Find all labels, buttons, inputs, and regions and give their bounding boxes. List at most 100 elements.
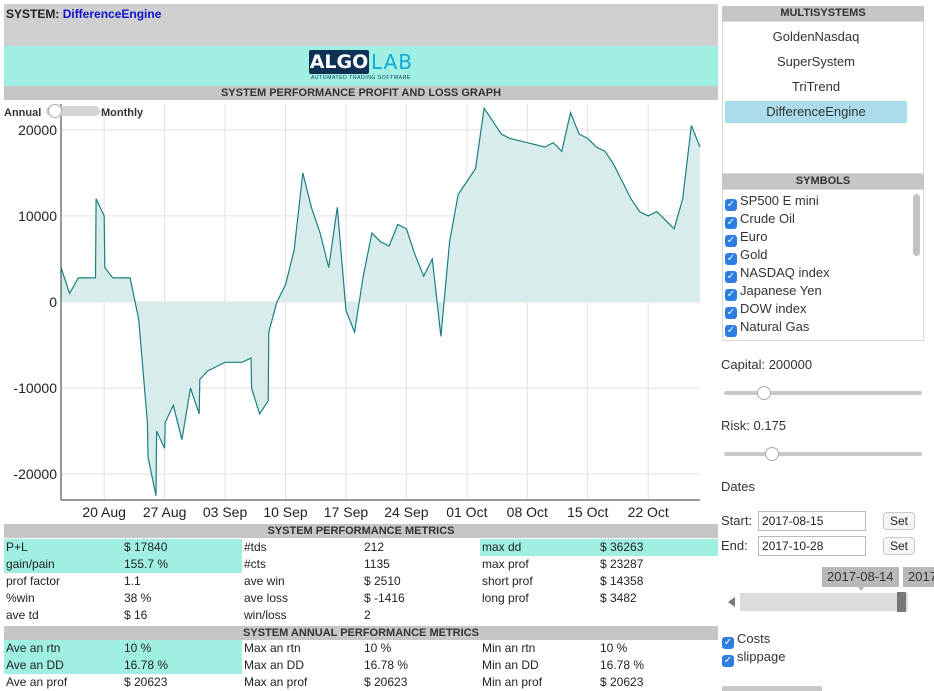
metric-value: 16.78 % bbox=[600, 658, 645, 672]
metric-value: $ 23287 bbox=[600, 557, 644, 571]
x-tick-label: 17 Sep bbox=[324, 504, 369, 520]
toggle-annual-label: Annual bbox=[4, 107, 42, 119]
x-tick-label: 24 Sep bbox=[384, 504, 429, 520]
metric-value: $ 20623 bbox=[124, 675, 168, 689]
start-date-input[interactable]: 2017-08-15 bbox=[758, 511, 866, 531]
symbol-item[interactable]: ✓ Crude Oil bbox=[725, 210, 795, 229]
risk-slider-knob[interactable] bbox=[764, 447, 779, 461]
date-range-slider[interactable] bbox=[740, 593, 908, 611]
metrics-row: prof factor 1.1 ave win $ 2510 short prof $ 1… bbox=[4, 573, 718, 590]
slippage-checkbox[interactable]: ✓ bbox=[722, 655, 734, 667]
x-tick-label: 15 Oct bbox=[567, 504, 608, 520]
range-from-pointer bbox=[856, 585, 866, 591]
symbol-checkbox[interactable]: ✓ bbox=[725, 253, 737, 265]
annual-metrics-header: SYSTEM ANNUAL PERFORMANCE METRICS bbox=[4, 626, 718, 640]
logo-band: ALGO LAB AUTOMATED TRADING SOFTWARE bbox=[4, 46, 718, 86]
metric-value: 155.7 % bbox=[122, 556, 242, 573]
metric-value: 212 bbox=[364, 540, 385, 554]
x-tick-label: 01 Oct bbox=[446, 504, 487, 520]
slippage-option[interactable]: ✓ slippage bbox=[722, 649, 785, 667]
metric-label: P+L bbox=[4, 539, 122, 556]
metric-label: gain/pain bbox=[4, 556, 122, 573]
toggle-monthly-label: Monthly bbox=[101, 107, 144, 119]
x-tick-label: 08 Oct bbox=[507, 504, 548, 520]
range-scroll-left-icon[interactable] bbox=[728, 597, 735, 607]
date-range-handle[interactable] bbox=[897, 592, 906, 612]
symbol-item[interactable]: ✓ Euro bbox=[725, 228, 768, 247]
metric-label: win/loss bbox=[244, 608, 287, 622]
multisystem-item[interactable]: DifferenceEngine bbox=[725, 101, 907, 123]
symbol-checkbox[interactable]: ✓ bbox=[725, 325, 737, 337]
capital-slider[interactable] bbox=[724, 391, 922, 395]
metric-label: prof factor bbox=[6, 574, 61, 588]
symbol-checkbox[interactable]: ✓ bbox=[725, 199, 737, 211]
metric-label: Min an prof bbox=[482, 675, 543, 689]
metric-value: 10 % bbox=[600, 641, 628, 655]
metric-label: long prof bbox=[482, 591, 529, 605]
capital-slider-knob[interactable] bbox=[756, 386, 771, 400]
end-date-input[interactable]: 2017-10-28 bbox=[758, 536, 866, 556]
symbol-item[interactable]: ✓ Gold bbox=[725, 246, 768, 265]
period-toggle-knob[interactable] bbox=[48, 104, 62, 118]
metric-label: ave loss bbox=[244, 591, 289, 605]
y-tick-label: 0 bbox=[49, 294, 57, 310]
set-start-button[interactable]: Set bbox=[883, 512, 915, 530]
symbols-list: ✓ SP500 E mini ✓ Crude Oil ✓ Euro ✓ Gold ✓ NASDAQ… bbox=[722, 189, 924, 341]
metric-value bbox=[598, 607, 718, 624]
symbol-label: Euro bbox=[740, 229, 768, 244]
multisystems-header: MULTISYSTEMS bbox=[722, 6, 924, 21]
y-tick-label: 10000 bbox=[18, 208, 57, 224]
period-toggle-row: Annual Monthly bbox=[4, 104, 204, 122]
x-tick-label: 20 Aug bbox=[82, 504, 126, 520]
symbols-scrollbar[interactable] bbox=[913, 194, 920, 256]
metric-value: $ 17840 bbox=[122, 539, 242, 556]
metric-value: $ 20623 bbox=[364, 675, 408, 689]
system-bar: SYSTEM: DifferenceEngine bbox=[4, 4, 718, 46]
costs-label: Costs bbox=[737, 631, 771, 646]
metric-value: 16.78 % bbox=[122, 657, 242, 674]
multisystem-item[interactable]: GoldenNasdaq bbox=[772, 29, 860, 44]
graph-header: SYSTEM PERFORMANCE PROFIT AND LOSS GRAPH bbox=[4, 86, 718, 100]
period-toggle-switch[interactable] bbox=[46, 106, 100, 116]
y-tick-label: -10000 bbox=[13, 380, 57, 396]
metric-label: Ave an rtn bbox=[4, 640, 122, 657]
symbol-checkbox[interactable]: ✓ bbox=[725, 235, 737, 247]
costs-option[interactable]: ✓ Costs bbox=[722, 631, 770, 649]
logo-lab: LAB bbox=[371, 50, 414, 74]
metric-label: short prof bbox=[482, 574, 533, 588]
symbol-item[interactable]: ✓ NASDAQ index bbox=[725, 264, 830, 283]
symbol-item[interactable]: ✓ Japanese Yen bbox=[725, 282, 822, 301]
metrics-row: Ave an rtn 10 % Max an rtn 10 % Min an rtn 10… bbox=[4, 640, 718, 657]
risk-slider[interactable] bbox=[724, 452, 922, 456]
symbol-item[interactable]: ✓ SP500 E mini bbox=[725, 192, 819, 211]
pnl-area bbox=[61, 108, 700, 496]
symbol-checkbox[interactable]: ✓ bbox=[725, 217, 737, 229]
metric-label: Max an rtn bbox=[244, 641, 301, 655]
metrics-row: ave td $ 16 win/loss 2 bbox=[4, 607, 718, 624]
set-end-button[interactable]: Set bbox=[883, 537, 915, 555]
multisystem-item[interactable]: SuperSystem bbox=[776, 54, 856, 69]
symbol-label: SP500 E mini bbox=[740, 193, 819, 208]
metric-value: 1.1 bbox=[124, 574, 141, 588]
symbol-item[interactable]: ✓ DOW index bbox=[725, 300, 806, 319]
bottom-control-stub[interactable] bbox=[722, 686, 822, 691]
multisystems-list: GoldenNasdaq SuperSystem TriTrend Differenc… bbox=[722, 21, 924, 174]
x-tick-label: 10 Sep bbox=[263, 504, 308, 520]
metric-value: 2 bbox=[364, 608, 371, 622]
algolab-logo: ALGO LAB AUTOMATED TRADING SOFTWARE bbox=[309, 50, 423, 82]
symbol-label: Gold bbox=[740, 247, 768, 262]
costs-checkbox[interactable]: ✓ bbox=[722, 637, 734, 649]
metric-value: 10 % bbox=[122, 640, 242, 657]
system-label-prefix: SYSTEM: bbox=[6, 7, 60, 21]
end-label: End: bbox=[721, 538, 748, 553]
metric-value: $ 20623 bbox=[600, 675, 644, 689]
symbol-checkbox[interactable]: ✓ bbox=[725, 271, 737, 283]
metrics-row: P+L $ 17840 #tds 212 max dd $ 36263 bbox=[4, 539, 718, 556]
symbol-item[interactable]: ✓ Natural Gas bbox=[725, 318, 809, 337]
multisystem-item[interactable]: TriTrend bbox=[791, 79, 841, 94]
x-tick-label: 22 Oct bbox=[628, 504, 669, 520]
symbol-checkbox[interactable]: ✓ bbox=[725, 289, 737, 301]
metric-value: $ 3482 bbox=[600, 591, 637, 605]
symbol-checkbox[interactable]: ✓ bbox=[725, 307, 737, 319]
x-tick-label: 03 Sep bbox=[203, 504, 248, 520]
